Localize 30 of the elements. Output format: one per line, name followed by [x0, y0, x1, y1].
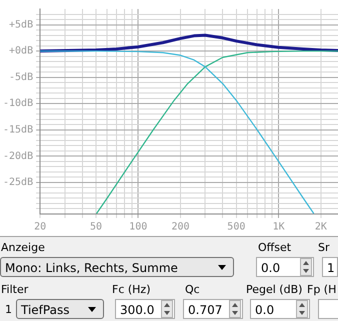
text: Mono: Links, Rechts, Summe: [5, 261, 178, 275]
y-tick-label: +0dB: [9, 46, 34, 57]
x-tick-label: 2K: [314, 222, 327, 233]
x-tick-label: 20: [34, 222, 46, 233]
y-tick-label: -20dB: [2, 150, 34, 162]
text: 0.707: [188, 303, 222, 317]
text: Qc: [185, 283, 200, 296]
text: Offset: [258, 241, 292, 254]
text: Anzeige: [1, 241, 45, 254]
text: 1: [327, 261, 335, 275]
text: Fc (Hz): [112, 283, 150, 296]
text: 1: [5, 303, 12, 316]
y-tick-label: -5dB: [9, 72, 34, 83]
y-tick-label: +5dB: [9, 19, 34, 30]
y-tick-label: -25dB: [2, 177, 34, 188]
text: 0.0: [255, 303, 274, 317]
text: Sr: [318, 241, 330, 254]
y-tick-label: -15dB: [2, 124, 34, 136]
x-tick-label: 50: [90, 222, 102, 233]
x-tick-label: 1K: [272, 222, 285, 233]
y-tick-label: -10dB: [2, 98, 34, 110]
text: 0.0: [261, 261, 280, 275]
text: Fp (H: [307, 283, 336, 296]
text: Pegel (dB): [246, 283, 302, 296]
x-tick-label: 200: [171, 222, 190, 233]
x-tick-label: 500: [227, 222, 246, 233]
text: Filter: [1, 283, 28, 296]
text: TiefPass: [21, 303, 70, 317]
text: 300.0: [120, 303, 154, 317]
x-tick-label: 100: [129, 222, 148, 233]
